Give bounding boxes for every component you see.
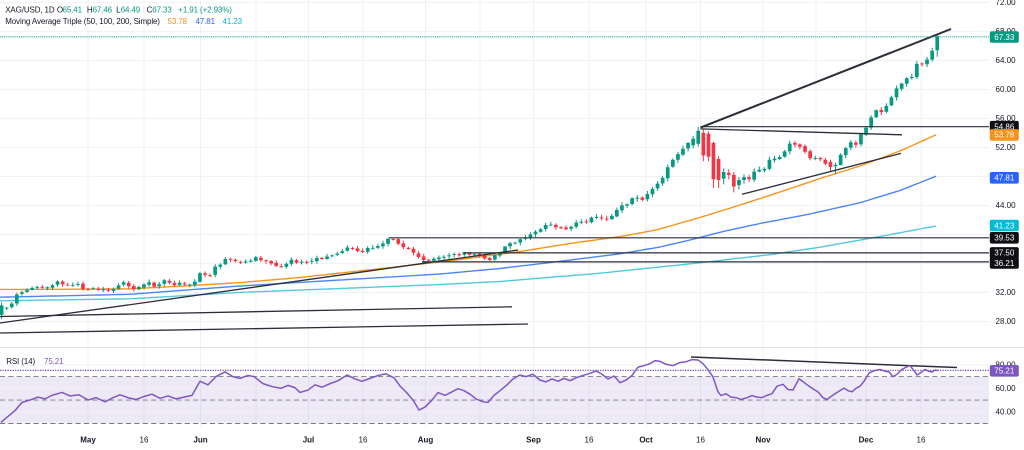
svg-text:75.21: 75.21: [44, 357, 64, 366]
svg-text:56.00: 56.00: [996, 114, 1017, 123]
svg-text:16: 16: [585, 436, 594, 445]
svg-text:Sep: Sep: [526, 436, 541, 445]
svg-text:44.00: 44.00: [996, 201, 1017, 210]
svg-text:47.81: 47.81: [994, 174, 1015, 183]
svg-text:XAG/USD, 1D: XAG/USD, 1D: [5, 5, 55, 14]
svg-text:64.00: 64.00: [996, 56, 1017, 65]
svg-text:75.21: 75.21: [994, 367, 1015, 376]
svg-text:67.33: 67.33: [994, 33, 1015, 42]
svg-text:53.78: 53.78: [168, 17, 188, 26]
svg-text:52.00: 52.00: [996, 143, 1017, 152]
svg-text:64.49: 64.49: [121, 5, 141, 14]
svg-text:53.78: 53.78: [994, 131, 1015, 140]
svg-text:60.00: 60.00: [996, 85, 1017, 94]
svg-text:H: H: [87, 5, 93, 14]
svg-text:39.53: 39.53: [994, 234, 1015, 243]
svg-text:Jun: Jun: [193, 436, 207, 445]
svg-text:Jul: Jul: [303, 436, 315, 445]
svg-text:40.00: 40.00: [996, 408, 1017, 417]
svg-text:May: May: [80, 436, 96, 445]
svg-text:+1.91 (+2.93%): +1.91 (+2.93%): [178, 5, 232, 14]
svg-text:28.00: 28.00: [996, 317, 1017, 326]
svg-text:32.00: 32.00: [996, 288, 1017, 297]
svg-text:Aug: Aug: [418, 436, 434, 445]
svg-text:16: 16: [140, 436, 149, 445]
svg-text:41.23: 41.23: [223, 17, 243, 26]
svg-text:C: C: [147, 5, 153, 14]
svg-text:Nov: Nov: [755, 436, 771, 445]
svg-text:16: 16: [696, 436, 705, 445]
svg-text:65.41: 65.41: [63, 5, 83, 14]
svg-text:RSI (14): RSI (14): [6, 357, 35, 366]
svg-text:O: O: [57, 5, 63, 14]
svg-text:67.33: 67.33: [152, 5, 172, 14]
svg-text:Oct: Oct: [639, 436, 653, 445]
svg-text:72.00: 72.00: [996, 0, 1017, 7]
svg-text:Moving Average Triple (50, 100: Moving Average Triple (50, 100, 200, Sim…: [5, 17, 160, 26]
svg-text:L: L: [116, 5, 121, 14]
svg-text:54.86: 54.86: [994, 123, 1015, 132]
svg-text:Dec: Dec: [859, 436, 874, 445]
svg-text:41.23: 41.23: [994, 221, 1015, 230]
svg-text:36.21: 36.21: [994, 259, 1015, 268]
svg-text:37.50: 37.50: [994, 249, 1015, 258]
svg-text:60.00: 60.00: [996, 384, 1017, 393]
svg-text:67.46: 67.46: [93, 5, 113, 14]
svg-text:16: 16: [359, 436, 368, 445]
svg-text:16: 16: [917, 436, 926, 445]
svg-text:47.81: 47.81: [196, 17, 216, 26]
